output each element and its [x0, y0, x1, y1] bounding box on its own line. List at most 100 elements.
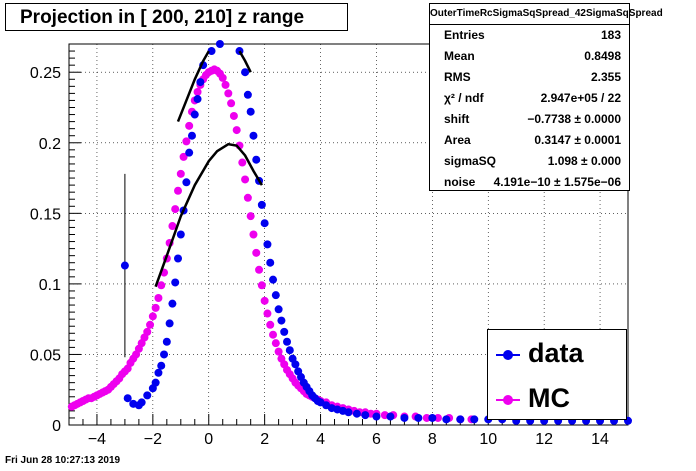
data-point [151, 303, 160, 312]
stats-value: 4.191e−10 ± 1.575e−06 [493, 175, 621, 189]
data-point [280, 327, 289, 336]
data-point [344, 408, 353, 417]
data-point [274, 347, 283, 356]
stats-row: Mean 0.8498 [430, 46, 629, 67]
data-point [157, 281, 166, 290]
data-point [187, 131, 196, 140]
legend-data-marker [503, 350, 513, 360]
stats-row: RMS 2.355 [430, 67, 629, 88]
data-point [143, 391, 152, 400]
data-point [137, 398, 146, 407]
data-point [154, 368, 163, 377]
data-point [255, 265, 264, 274]
stats-row: χ² / ndf 2.947e+05 / 22 [430, 88, 629, 109]
stats-value: 1.098 ± 0.000 [547, 154, 621, 168]
data-point [422, 413, 431, 422]
data-point [218, 73, 227, 82]
data-point [182, 137, 191, 146]
data-point [260, 296, 269, 305]
stats-key: Mean [444, 49, 475, 63]
data-point [148, 312, 157, 321]
data-point [196, 78, 205, 87]
legend-mc-marker [503, 395, 513, 405]
data-point [428, 413, 437, 422]
data-point [456, 415, 465, 424]
data-point [120, 261, 129, 270]
data-point [246, 107, 255, 116]
data-point [171, 205, 180, 214]
stats-row: shift −0.7738 ± 0.0000 [430, 109, 629, 130]
stats-row: Area 0.3147 ± 0.0001 [430, 130, 629, 151]
data-point [157, 361, 166, 370]
data-point [274, 305, 283, 314]
data-point [266, 258, 275, 267]
data-point [271, 291, 280, 300]
stats-key: shift [444, 112, 470, 126]
data-point [151, 378, 160, 387]
x-tick-label: 0 [204, 431, 213, 448]
stats-value: 2.947e+05 / 22 [540, 91, 621, 105]
x-tick-label: 2 [260, 431, 269, 448]
data-point [386, 412, 395, 421]
x-tick-label: 4 [316, 431, 325, 448]
data-point [266, 320, 275, 329]
data-point [372, 412, 381, 421]
data-point [162, 337, 171, 346]
data-point [257, 281, 266, 290]
data-point [232, 126, 241, 135]
stats-key: sigmaSQ [444, 154, 497, 168]
stats-title: OuterTimeRcSigmaSqSpread_42SigmaSqSpread [430, 4, 663, 25]
legend-data-label: data [528, 338, 584, 368]
data-point [224, 89, 233, 98]
x-tick-label: −2 [144, 431, 162, 448]
data-point [154, 294, 163, 302]
data-point [185, 121, 194, 130]
y-tick-label: 0 [52, 418, 61, 435]
data-point [243, 193, 252, 202]
stats-box: OuterTimeRcSigmaSqSpread_42SigmaSqSpread… [429, 3, 663, 193]
data-point [168, 299, 177, 308]
data-point [249, 230, 258, 239]
data-point [176, 230, 185, 239]
data-point [442, 415, 451, 424]
stats-key: noise [444, 175, 476, 189]
data-point [400, 413, 409, 422]
legend-mc-label: MC [528, 383, 570, 413]
data-point [263, 309, 272, 318]
stats-value: 183 [600, 28, 621, 42]
data-point [470, 415, 479, 424]
data-point [165, 319, 174, 328]
legend: data MC [487, 329, 627, 420]
stats-row: noise 4.191e−10 ± 1.575e−06 [430, 172, 629, 193]
data-point [241, 68, 250, 77]
data-point [269, 330, 278, 339]
y-tick-label: 0.15 [30, 206, 61, 223]
x-tick-label: 8 [428, 431, 437, 448]
data-point [246, 212, 255, 221]
fit-curve [176, 50, 210, 123]
data-point [168, 222, 177, 231]
data-point [123, 394, 132, 403]
data-point [260, 219, 269, 228]
data-point [257, 200, 266, 209]
data-point [238, 158, 247, 167]
y-axis: 0.05 0.1 0.15 0.2 0.25 0 [30, 43, 81, 435]
fit-curve [238, 50, 252, 73]
data-point [193, 87, 202, 96]
stats-value: 0.3147 ± 0.0001 [534, 133, 621, 147]
data-point [146, 320, 155, 329]
data-point [361, 411, 370, 420]
y-tick-label: 0.2 [39, 136, 61, 153]
data-point [174, 254, 183, 263]
data-point [182, 178, 191, 187]
data-point [176, 169, 185, 178]
data-point [174, 186, 183, 195]
data-point [263, 240, 272, 249]
y-tick-label: 0.05 [30, 347, 61, 364]
data-point [249, 131, 258, 140]
data-point [352, 409, 361, 418]
stats-value: 2.355 [590, 70, 621, 84]
data-point [229, 111, 238, 120]
stats-value: 0.8498 [584, 49, 621, 63]
